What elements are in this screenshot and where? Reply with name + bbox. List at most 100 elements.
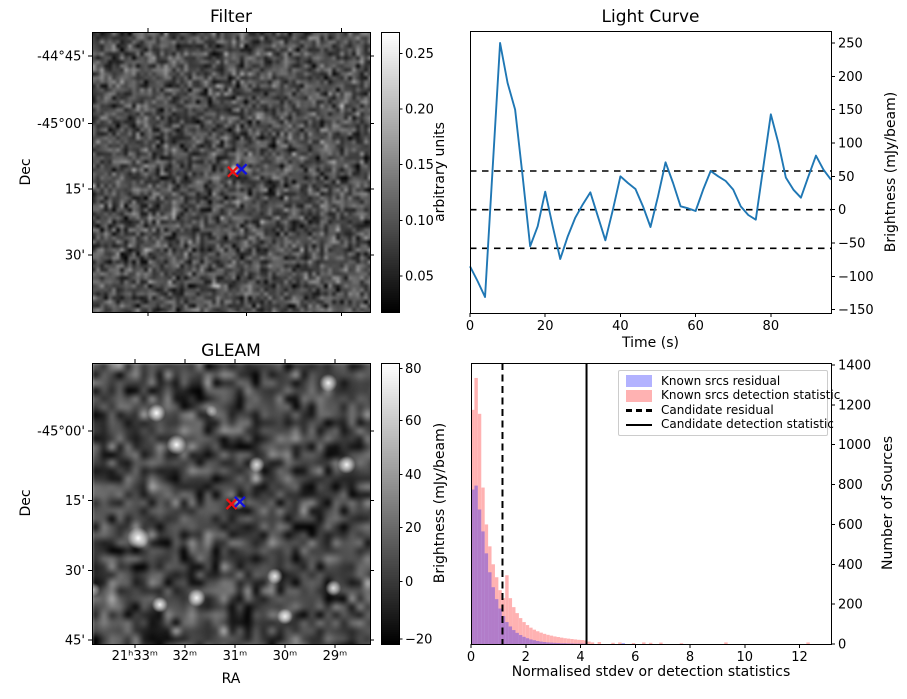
filter-sky-image: [92, 32, 370, 312]
legend-item-candidate-detection-statistic: Candidate detection statistic: [626, 418, 834, 431]
histogram-bar: [518, 618, 523, 644]
histogram-bar: [484, 553, 489, 644]
histogram-bar: [587, 641, 591, 644]
axes-frame: [92, 363, 371, 645]
histogram-bar: [525, 638, 530, 644]
histogram-bar: [522, 622, 526, 644]
histogram-bar: [570, 643, 574, 644]
histogram-bar: [515, 632, 519, 644]
histogram-bar: [570, 639, 574, 644]
histogram-bar: [474, 485, 478, 644]
light-curve-xlabel: Time (s): [622, 335, 679, 351]
histogram-bar: [536, 631, 540, 644]
tick-label: 800: [838, 478, 863, 493]
histogram-bar: [529, 639, 533, 644]
histogram-bar: [494, 577, 499, 644]
axes-frame: [92, 32, 371, 313]
tick-label: 6: [631, 650, 639, 665]
axes-frame: [471, 363, 832, 645]
gleam-colorbar-label: Brightness (mJy/beam): [432, 422, 448, 584]
tick-label: 4: [576, 650, 584, 665]
axes-frame: [381, 32, 400, 313]
tick-label: −50: [838, 237, 865, 252]
histogram-bar: [563, 643, 567, 644]
tick-label: -45°00': [37, 425, 85, 440]
histogram-bar: [491, 564, 495, 644]
tick-label: 20: [537, 319, 554, 334]
histogram-bar: [532, 629, 537, 644]
tick-label: 0.05: [405, 269, 434, 284]
light-curve-ylabel: Brightness (mJy/beam): [883, 91, 899, 253]
tick-label: 0: [838, 638, 846, 653]
tick-label: 200: [838, 70, 863, 85]
histogram-bar: [536, 641, 540, 644]
filter-ylabel: Dec: [18, 158, 34, 186]
tick-label: 1000: [838, 438, 871, 453]
tick-label: 600: [838, 518, 863, 533]
histogram-bar: [577, 639, 581, 644]
gleam-title: GLEAM: [201, 341, 261, 361]
histogram-bar: [498, 608, 502, 644]
histogram-bar: [590, 642, 595, 644]
histogram-bar: [573, 639, 578, 644]
histogram-bar: [484, 524, 489, 644]
tick-label: 200: [838, 598, 863, 613]
tick-label: 80: [763, 319, 780, 334]
tick-label: 30': [65, 564, 85, 579]
histogram-bar: [621, 643, 625, 644]
tick-label: 0: [838, 203, 846, 218]
histogram-bar: [532, 640, 537, 644]
histogram-legend: Known srcs residual Known srcs detection…: [618, 370, 840, 436]
histogram-bar: [724, 642, 728, 644]
histogram-bar: [477, 413, 482, 644]
histogram-bar: [563, 638, 567, 644]
legend-swatch-pink-patch: [626, 389, 652, 402]
histogram-bar: [580, 640, 584, 644]
tick-label: 20: [405, 521, 422, 536]
tick-label: 0.15: [405, 158, 434, 173]
tick-label: 400: [838, 558, 863, 573]
histogram-bar: [542, 633, 547, 644]
histogram-bar: [566, 643, 571, 644]
gleam-xlabel: RA: [221, 671, 241, 687]
tick-label: 15': [65, 182, 85, 197]
histogram-bar: [546, 642, 550, 644]
tick-label: 40: [612, 319, 629, 334]
histogram-bar: [529, 627, 533, 644]
histogram-bar: [525, 625, 530, 644]
tick-label: 0: [466, 319, 474, 334]
histogram-bar: [474, 377, 478, 644]
histogram-bar: [539, 632, 543, 644]
histogram-bar: [501, 616, 506, 644]
histogram-bar: [559, 637, 564, 644]
histogram-bar: [679, 643, 684, 644]
tick-label: 100: [838, 137, 863, 152]
histogram-bar: [508, 598, 513, 644]
tick-label: 0.20: [405, 103, 434, 118]
histogram-bar: [806, 642, 810, 644]
histogram-bar: [553, 642, 557, 644]
tick-label: 30ᵐ: [273, 649, 298, 664]
histogram-bar: [556, 637, 560, 644]
filter-colorbar-label: arbitrary units: [432, 122, 448, 222]
histogram-bar: [559, 643, 564, 644]
tick-label: 45': [65, 634, 85, 649]
axes-frame: [470, 31, 832, 314]
tick-label: 2: [522, 650, 530, 665]
histogram-bar: [477, 509, 482, 644]
histogram-bar: [471, 409, 475, 644]
histogram-bar: [553, 636, 557, 644]
legend-item-candidate-residual: Candidate residual: [626, 403, 820, 417]
tick-label: 21ʰ33ᵐ: [112, 649, 158, 664]
legend-swatch-blue-patch: [626, 375, 652, 388]
x-marker: [225, 498, 238, 510]
tick-label: 30': [65, 249, 85, 264]
histogram-bar: [556, 643, 560, 644]
histogram-bar: [471, 489, 475, 644]
histogram-bar: [542, 642, 547, 644]
filter-title: Filter: [209, 7, 253, 27]
histogram-bar: [642, 642, 646, 644]
histogram-bar: [512, 607, 516, 644]
